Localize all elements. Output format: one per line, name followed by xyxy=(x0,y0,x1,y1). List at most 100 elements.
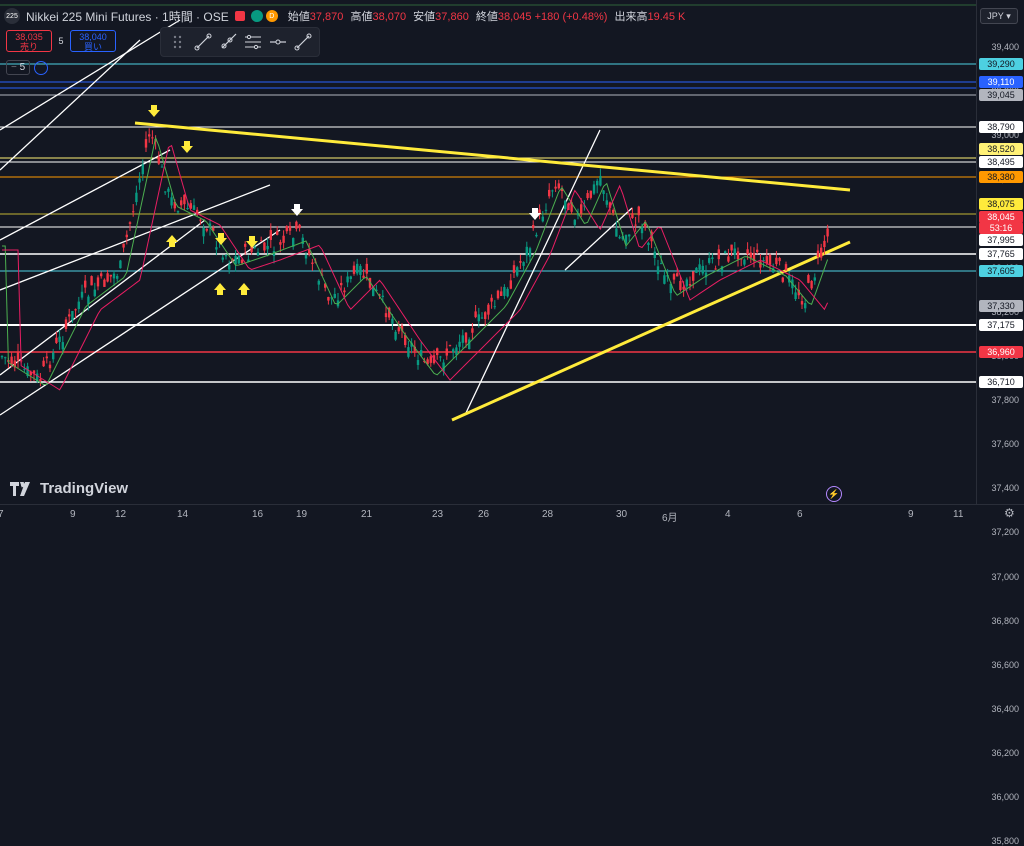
candle-body xyxy=(359,265,362,275)
candle-body xyxy=(717,249,720,260)
indicator-interval[interactable]: − 5 xyxy=(6,60,49,75)
candle-body xyxy=(68,314,71,317)
candle-body xyxy=(650,231,653,242)
time-tick: 16 xyxy=(252,509,264,520)
buy-button[interactable]: 38,040 買い xyxy=(70,30,116,52)
candle-body xyxy=(55,337,58,343)
time-tick: 19 xyxy=(296,509,308,520)
time-axis[interactable]: 7 9 12 14 16 19 21 23 26 28 30 6月 4 6 9 11 xyxy=(0,504,1024,525)
candle-body xyxy=(708,258,711,263)
horizontal-line-icon[interactable] xyxy=(268,32,288,52)
candle-body xyxy=(452,349,455,353)
candle-body xyxy=(439,356,442,358)
candle-body xyxy=(820,247,823,258)
candle-body xyxy=(304,255,308,259)
candle-body xyxy=(474,311,477,318)
flag-icon[interactable] xyxy=(234,11,245,21)
candle-body xyxy=(692,271,695,281)
candle-body xyxy=(538,209,541,214)
price-chart[interactable] xyxy=(0,0,976,504)
candle-body xyxy=(624,235,628,244)
currency-select[interactable]: JPY ▾ xyxy=(980,8,1018,24)
candle-body xyxy=(317,280,320,285)
drag-handle-icon[interactable] xyxy=(168,32,188,52)
parallel-channel-icon[interactable] xyxy=(243,32,263,52)
price-label: 53:16 xyxy=(979,222,1023,234)
price-label: 37,330 xyxy=(979,300,1023,312)
candle-body xyxy=(525,246,528,256)
arrow-up-icon xyxy=(238,283,250,295)
interval-value[interactable]: − 5 xyxy=(6,60,31,75)
candle-body xyxy=(743,259,746,265)
candle-body xyxy=(135,192,138,203)
candle-body xyxy=(797,289,800,296)
candle-body xyxy=(71,311,74,321)
quantity-field[interactable]: 5 xyxy=(58,36,64,46)
candle-body xyxy=(125,234,128,238)
candle-body xyxy=(605,200,608,205)
channel-line xyxy=(464,129,601,416)
candle-body xyxy=(77,301,80,310)
candle-body xyxy=(192,205,196,210)
candle-body xyxy=(823,240,826,248)
arrow-down-icon xyxy=(215,233,227,245)
channel-line xyxy=(0,19,181,131)
candle-body xyxy=(800,301,804,305)
gear-icon[interactable]: ⚙ xyxy=(1004,506,1015,520)
candle-body xyxy=(180,200,183,206)
chart-pane[interactable]: 225 Nikkei 225 Mini Futures · 1時間 · OSE … xyxy=(0,0,976,504)
candle-body xyxy=(637,206,640,216)
time-tick: 30 xyxy=(616,509,628,520)
time-tick: 26 xyxy=(478,509,490,520)
candle-body xyxy=(599,175,602,186)
candle-body xyxy=(208,223,212,228)
candle-body xyxy=(714,268,717,270)
indicator-dots[interactable]: D xyxy=(250,10,278,22)
circle-icon[interactable] xyxy=(34,60,49,75)
candle-body xyxy=(410,342,413,347)
candle-body xyxy=(442,362,445,372)
tradingview-logo-icon xyxy=(10,481,30,496)
candle-body xyxy=(778,257,781,262)
support-trendline xyxy=(451,240,851,422)
candle-body xyxy=(32,370,36,374)
candle-body xyxy=(701,265,704,274)
candle-body xyxy=(256,252,260,256)
candle-body xyxy=(704,272,708,278)
candle-body xyxy=(522,262,525,266)
candle-body xyxy=(269,230,272,240)
candle-body xyxy=(260,240,263,242)
drawing-toolbar xyxy=(160,27,320,57)
time-tick: 21 xyxy=(361,509,373,520)
candle-body xyxy=(279,242,282,245)
candle-body xyxy=(244,243,247,247)
arrow-up-icon xyxy=(166,235,178,247)
candle-body xyxy=(496,290,500,299)
change-value: +180 (+0.48%) xyxy=(534,11,608,23)
candle-body xyxy=(202,227,205,237)
candle-body xyxy=(116,276,119,279)
candle-body xyxy=(471,328,474,333)
candle-body xyxy=(372,286,375,297)
candle-body xyxy=(93,289,96,297)
candle-body xyxy=(656,266,660,275)
line-icon[interactable] xyxy=(193,32,213,52)
legend-bar: 225 Nikkei 225 Mini Futures · 1時間 · OSE … xyxy=(4,6,685,26)
price-axis[interactable]: 39,40039,20039,00038,80038,60038,40038,2… xyxy=(976,0,1024,846)
candle-body xyxy=(532,225,535,229)
candle-body xyxy=(596,180,599,186)
candle-body xyxy=(221,257,224,260)
trend-angle-icon[interactable] xyxy=(293,32,313,52)
candle-body xyxy=(423,360,426,362)
price-label: 36,960 xyxy=(979,346,1023,358)
sell-button[interactable]: 38,035 売り xyxy=(6,30,52,52)
candle-body xyxy=(480,317,484,319)
time-tick: 11 xyxy=(953,509,964,520)
candle-body xyxy=(183,194,186,205)
candle-body xyxy=(138,178,141,183)
symbol-title[interactable]: Nikkei 225 Mini Futures · 1時間 · OSE xyxy=(26,9,229,24)
time-tick: 28 xyxy=(542,509,554,520)
lightning-icon[interactable]: ⚡ xyxy=(826,486,842,502)
candle-body xyxy=(512,265,516,273)
ray-icon[interactable] xyxy=(218,32,238,52)
